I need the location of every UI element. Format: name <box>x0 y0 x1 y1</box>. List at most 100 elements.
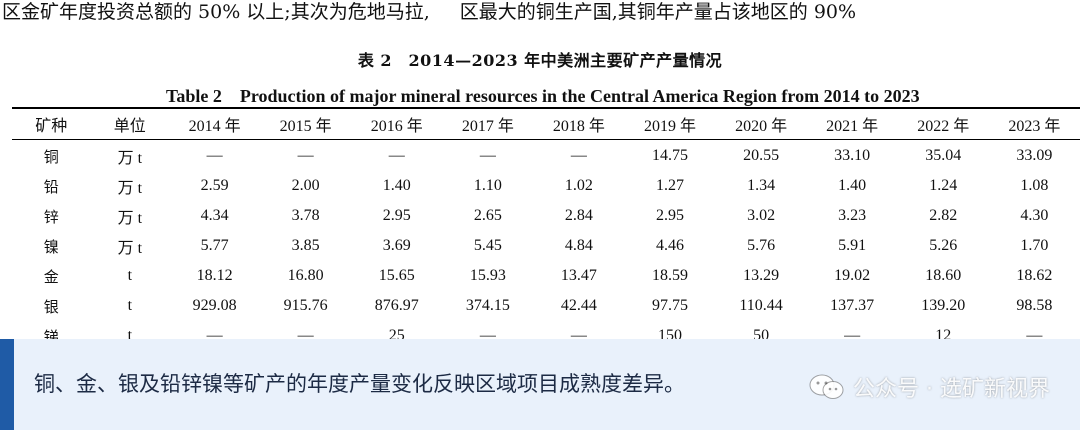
wechat-watermark: 公众号 · 选矿新视界 <box>807 371 1050 403</box>
value-cell: 1.02 <box>564 177 593 194</box>
banner-text: 铜、金、银及铅锌镍等矿产的年度产量变化反映区域项目成熟度差异。 <box>34 372 685 396</box>
value-cell: 5.26 <box>929 237 958 254</box>
value-cell: — <box>570 147 587 164</box>
value-cell: 42.44 <box>560 297 597 314</box>
value-cell: 3.69 <box>382 237 411 254</box>
value-cell: 2.95 <box>655 207 684 224</box>
table-row: 镍 万 t 5.77 3.85 3.69 5.45 4.84 4.46 5.76 5.91 5.26… <box>12 231 1080 261</box>
unit-cell: 万 t <box>117 180 143 197</box>
value-cell: 5.76 <box>747 237 776 254</box>
value-cell: 929.08 <box>192 297 237 314</box>
mineral-cell: 锌 <box>43 207 59 226</box>
value-cell: — <box>206 147 223 164</box>
value-cell: 1.70 <box>1020 237 1049 254</box>
value-cell: 915.76 <box>283 297 328 314</box>
value-cell: 2.95 <box>382 207 411 224</box>
column-header: 2023 年 <box>1008 117 1061 135</box>
value-cell: 15.65 <box>378 267 415 284</box>
column-header: 2021 年 <box>826 117 879 135</box>
value-cell: 16.80 <box>287 267 324 284</box>
unit-cell: t <box>127 327 133 344</box>
value-cell: 20.55 <box>743 147 780 164</box>
column-header: 2015 年 <box>279 117 332 135</box>
unit-cell: 万 t <box>117 240 143 257</box>
column-header: 单位 <box>113 117 146 135</box>
value-cell: 18.60 <box>925 267 962 284</box>
value-cell: 18.59 <box>651 267 688 284</box>
mineral-cell: 铅 <box>43 177 59 196</box>
value-cell: 13.29 <box>743 267 780 284</box>
value-cell: 3.85 <box>291 237 320 254</box>
value-cell: 2.59 <box>200 177 229 194</box>
table-row: 锌 万 t 4.34 3.78 2.95 2.65 2.84 2.95 3.02 3.23 2.82… <box>12 201 1080 231</box>
wechat-icon <box>809 374 844 399</box>
unit-cell: t <box>127 297 133 314</box>
value-cell: 1.40 <box>382 177 411 194</box>
value-cell: 2.84 <box>564 207 593 224</box>
production-table: 矿种 单位 2014 年 2015 年 2016 年 2017 年 2018 年 2019 年… <box>12 108 1080 351</box>
value-cell: 14.75 <box>651 147 688 164</box>
caption-banner: 铜、金、银及铅锌镍等矿产的年度产量变化反映区域项目成熟度差异。 <box>0 339 1080 430</box>
value-cell: 4.30 <box>1020 207 1049 224</box>
table-top-rule <box>12 107 1080 109</box>
value-cell: 139.20 <box>921 297 966 314</box>
value-cell: — <box>388 147 405 164</box>
mineral-cell: 金 <box>43 267 59 286</box>
value-cell: 19.02 <box>834 267 871 284</box>
table-body: 铜万 t — — — — —14.75 20.55 33.10 35.04 33.09 铅万 t 2.… <box>12 139 1080 351</box>
preceding-paragraph-line: 区金矿年度投资总额的 50% 以上;其次为危地马拉, 区最大的铜生产国,其铜年产量… <box>2 0 1080 24</box>
value-cell: 18.12 <box>196 267 233 284</box>
value-cell: 98.58 <box>1016 297 1053 314</box>
value-cell: 4.46 <box>655 237 684 254</box>
value-cell: 2.82 <box>929 207 958 224</box>
value-cell: 1.24 <box>929 177 958 194</box>
paragraph-text-part1: 区金矿年度投资总额的 50% 以上;其次为危地马拉, <box>2 1 430 23</box>
mineral-cell: 银 <box>43 297 59 316</box>
value-cell: 97.75 <box>651 297 688 314</box>
value-cell: — <box>297 147 314 164</box>
table-header-row: 矿种 单位 2014 年 2015 年 2016 年 2017 年 2018 年 2019 年… <box>12 108 1080 139</box>
paragraph-text-part2: 区最大的铜生产国,其铜年产量占该地区的 90% <box>459 1 857 23</box>
watermark-text: 公众号 · 选矿新视界 <box>853 377 1050 402</box>
table-caption-english: Table 2 Production of major mineral reso… <box>166 86 920 106</box>
value-cell: 374.15 <box>465 297 510 314</box>
column-header: 2017 年 <box>461 117 514 135</box>
table-row: 铅 万 t 2.59 2.00 1.40 1.10 1.02 1.27 1.34 1.40 1.24… <box>12 171 1080 201</box>
value-cell: 15.93 <box>469 267 506 284</box>
unit-cell: t <box>127 267 133 284</box>
value-cell: 33.10 <box>834 147 871 164</box>
mineral-cell: 铜 <box>43 147 59 166</box>
table-row: 铜 万 t — — — — — 14.75 20.55 33.10 35.04 33.09 <box>12 139 1080 171</box>
value-cell: 33.09 <box>1016 147 1053 164</box>
column-header: 矿种 <box>35 117 68 135</box>
value-cell: 1.27 <box>655 177 684 194</box>
column-header: 2018 年 <box>552 117 605 135</box>
value-cell: 3.23 <box>838 207 867 224</box>
column-header: 2022 年 <box>917 117 970 135</box>
column-header: 2016 年 <box>370 117 423 135</box>
column-header: 2014 年 <box>188 117 241 135</box>
value-cell: 1.34 <box>747 177 776 194</box>
value-cell: 5.77 <box>200 237 229 254</box>
value-cell: 110.44 <box>739 297 783 314</box>
table-caption-chinese: 表 2 2014—2023 年中美洲主要矿产产量情况 <box>357 51 723 70</box>
value-cell: 5.45 <box>473 237 502 254</box>
value-cell: 13.47 <box>560 267 597 284</box>
column-header: 2019 年 <box>643 117 696 135</box>
value-cell: 876.97 <box>374 297 419 314</box>
value-cell: 5.91 <box>838 237 867 254</box>
value-cell: 4.34 <box>200 207 229 224</box>
unit-cell: 万 t <box>117 150 143 167</box>
value-cell: 3.78 <box>291 207 320 224</box>
value-cell: — <box>479 147 496 164</box>
table-row: 银 t 929.08 915.76 876.97 374.15 42.44 97.75 110.… <box>12 291 1080 321</box>
value-cell: 137.37 <box>830 297 875 314</box>
value-cell: 18.62 <box>1016 267 1053 284</box>
value-cell: 1.40 <box>838 177 867 194</box>
value-cell: 3.02 <box>747 207 776 224</box>
table-row: 金 t 18.12 16.80 15.65 15.93 13.47 18.59 13.29 19.… <box>12 261 1080 291</box>
unit-cell: 万 t <box>117 210 143 227</box>
column-header: 2020 年 <box>735 117 788 135</box>
banner-accent-bar <box>0 339 14 430</box>
value-cell: 2.65 <box>473 207 502 224</box>
